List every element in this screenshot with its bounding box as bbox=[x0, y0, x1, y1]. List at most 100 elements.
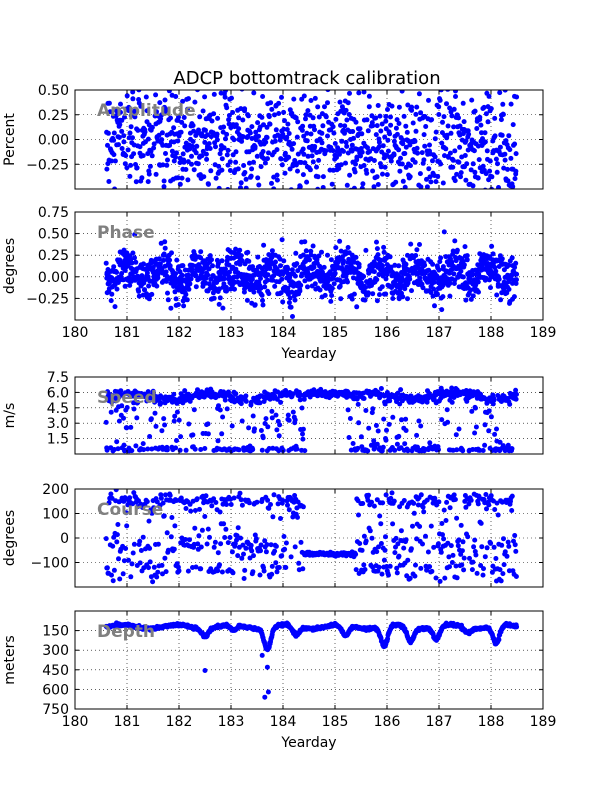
data-point bbox=[286, 154, 292, 160]
data-point bbox=[224, 105, 230, 111]
data-point bbox=[508, 101, 514, 107]
data-point bbox=[439, 307, 445, 313]
data-point bbox=[263, 416, 269, 422]
data-point bbox=[215, 261, 221, 267]
data-point bbox=[130, 135, 135, 141]
data-point bbox=[209, 118, 215, 124]
data-point bbox=[238, 497, 244, 503]
data-point bbox=[328, 257, 334, 263]
data-point bbox=[130, 90, 136, 95]
data-point bbox=[403, 416, 409, 422]
data-point bbox=[453, 563, 459, 569]
data-point bbox=[165, 107, 171, 113]
data-point bbox=[169, 148, 175, 154]
data-point bbox=[370, 168, 376, 174]
data-point bbox=[427, 142, 432, 148]
data-point bbox=[111, 264, 117, 270]
data-point bbox=[338, 122, 343, 128]
data-point bbox=[163, 569, 169, 575]
x-tick-label: 182 bbox=[166, 325, 193, 341]
data-point bbox=[386, 421, 392, 427]
data-point bbox=[398, 387, 404, 393]
data-point bbox=[471, 544, 477, 550]
x-tick-label: 188 bbox=[478, 325, 505, 341]
data-point bbox=[224, 288, 229, 294]
data-point bbox=[292, 417, 298, 423]
data-point bbox=[257, 400, 263, 406]
data-point bbox=[211, 496, 217, 502]
data-point bbox=[215, 438, 221, 444]
data-point bbox=[206, 141, 212, 147]
data-point bbox=[361, 274, 367, 279]
data-point bbox=[186, 421, 192, 427]
data-point bbox=[381, 244, 387, 250]
data-point bbox=[242, 108, 247, 114]
data-point bbox=[127, 173, 133, 179]
data-point bbox=[383, 114, 389, 119]
data-point bbox=[420, 504, 426, 510]
data-point bbox=[193, 284, 199, 290]
data-point bbox=[302, 448, 308, 454]
data-point bbox=[136, 288, 142, 294]
data-point bbox=[479, 130, 484, 136]
data-point bbox=[392, 447, 398, 453]
data-point bbox=[383, 534, 388, 540]
data-point bbox=[185, 568, 191, 574]
data-point bbox=[407, 276, 413, 282]
data-point bbox=[199, 153, 205, 159]
data-point bbox=[383, 492, 389, 498]
data-point bbox=[166, 90, 172, 94]
data-point bbox=[360, 501, 366, 506]
data-point bbox=[393, 125, 399, 131]
data-point bbox=[144, 499, 150, 505]
data-point bbox=[237, 490, 243, 496]
data-point bbox=[300, 436, 306, 442]
data-point bbox=[454, 575, 460, 581]
data-point bbox=[131, 406, 137, 412]
data-point bbox=[465, 147, 471, 153]
data-point bbox=[223, 526, 229, 532]
data-point bbox=[369, 410, 375, 416]
data-point bbox=[272, 283, 278, 289]
data-point bbox=[225, 147, 231, 153]
data-point bbox=[396, 263, 402, 269]
data-point bbox=[347, 416, 353, 421]
data-point bbox=[178, 495, 184, 501]
data-point bbox=[179, 119, 185, 125]
data-point bbox=[150, 579, 156, 585]
data-point bbox=[440, 119, 445, 125]
data-point bbox=[481, 104, 487, 110]
data-point bbox=[359, 131, 365, 137]
data-point bbox=[160, 142, 166, 148]
data-point bbox=[339, 138, 345, 144]
data-point bbox=[122, 447, 128, 453]
data-point bbox=[266, 291, 272, 297]
data-point bbox=[213, 175, 219, 181]
data-point bbox=[165, 290, 170, 296]
data-point bbox=[222, 94, 228, 100]
data-point bbox=[417, 524, 423, 529]
data-point bbox=[193, 272, 199, 278]
data-point bbox=[128, 162, 134, 168]
data-point bbox=[403, 428, 409, 433]
data-point bbox=[194, 143, 200, 149]
data-point bbox=[285, 412, 291, 418]
data-point bbox=[440, 180, 446, 186]
data-point bbox=[265, 156, 270, 162]
data-point bbox=[509, 508, 515, 513]
data-point bbox=[438, 90, 444, 93]
data-point bbox=[182, 123, 188, 129]
data-point bbox=[119, 403, 125, 409]
data-point bbox=[145, 179, 151, 185]
data-point bbox=[323, 114, 329, 120]
data-point bbox=[493, 268, 499, 274]
data-point bbox=[460, 448, 466, 454]
data-point bbox=[488, 540, 494, 546]
data-point bbox=[180, 151, 186, 157]
data-point bbox=[215, 115, 221, 121]
panel-watermark-speed: Speed bbox=[97, 388, 157, 408]
data-point bbox=[169, 515, 175, 520]
data-point bbox=[439, 521, 445, 526]
data-point bbox=[505, 166, 510, 172]
data-point bbox=[112, 186, 118, 189]
